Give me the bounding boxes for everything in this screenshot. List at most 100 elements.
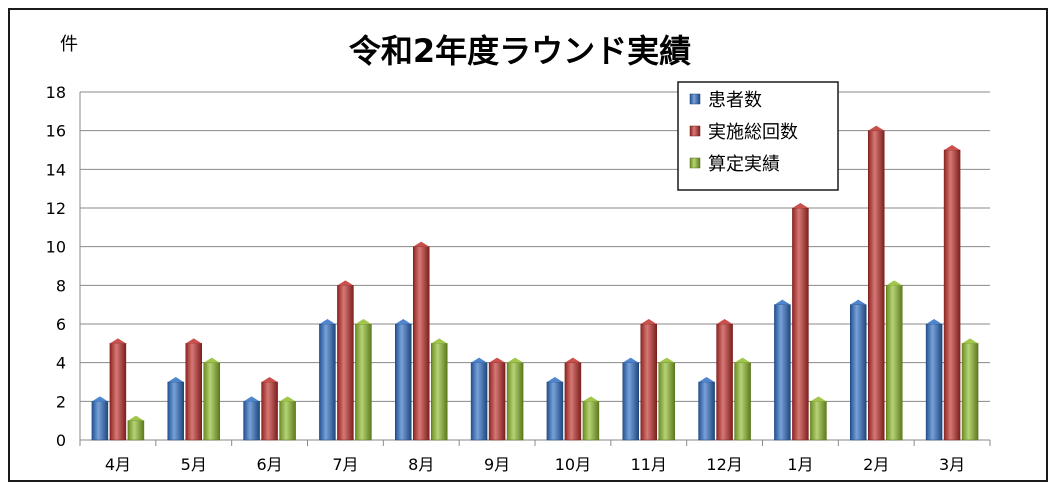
bar-実施総回数-11月 [640, 319, 657, 441]
bar-cap [868, 125, 885, 131]
bar-cap [109, 338, 126, 344]
bar-cap [507, 357, 524, 363]
bar-cap [185, 338, 202, 344]
bar [886, 285, 903, 441]
bar [337, 285, 354, 441]
bar-算定実績-3月 [961, 338, 979, 441]
legend-item: 算定実績 [689, 154, 780, 175]
bar-患者数-11月 [622, 357, 639, 441]
bar-cap [546, 377, 563, 382]
bar-算定実績-7月 [355, 319, 372, 441]
x-tick-label: 12月 [706, 455, 742, 474]
bar-cap [810, 396, 827, 402]
bar [261, 381, 278, 441]
bar-cap [962, 338, 979, 344]
bar [243, 401, 260, 441]
bar-cap [734, 357, 751, 363]
bar-算定実績-6月 [279, 396, 296, 441]
bar-cap [471, 357, 488, 363]
y-tick-label: 12 [46, 199, 66, 218]
bar-算定実績-10月 [582, 396, 600, 441]
x-tick-label: 9月 [484, 455, 510, 474]
y-tick-label: 18 [46, 83, 66, 102]
x-tick-label: 3月 [939, 455, 965, 474]
bar-算定実績-4月 [127, 415, 145, 441]
bar-cap [944, 145, 961, 150]
bar-cap [489, 357, 506, 363]
bar [622, 362, 639, 441]
bar-算定実績-8月 [431, 338, 448, 441]
bar-患者数-10月 [546, 377, 564, 441]
bar-算定実績-9月 [506, 357, 524, 441]
bar-chart: 件 令和2年度ラウンド実績 0 2 4 6 8 10 12 14 16 18 4月 5月 6月 7月 8月… [46, 32, 991, 474]
bar [925, 323, 943, 441]
bar-cap [203, 357, 220, 363]
bar-患者数-9月 [470, 357, 488, 441]
bar [582, 401, 600, 441]
y-tick-label: 14 [46, 160, 66, 179]
bar-cap [413, 241, 430, 247]
bar [868, 130, 885, 441]
bar-患者数-3月 [925, 319, 943, 441]
x-tick-label: 6月 [256, 455, 282, 474]
legend-item: 実施総回数 [689, 122, 798, 143]
bar-cap [582, 396, 599, 402]
bar-cap [658, 357, 675, 363]
bar-cap [319, 319, 336, 324]
bar-cap [564, 357, 581, 363]
legend-box [677, 81, 839, 191]
legend-swatch [689, 125, 701, 137]
chart-title: 令和2年度ラウンド実績 [349, 32, 691, 70]
bar-cap [886, 280, 903, 286]
bar [698, 381, 715, 441]
legend-swatch [689, 157, 701, 169]
bar-患者数-8月 [395, 319, 412, 441]
bar-算定実績-5月 [203, 357, 220, 441]
bar-患者数-2月 [850, 299, 867, 441]
bar-cap [431, 338, 448, 344]
bar [91, 401, 109, 441]
bar-cap [91, 396, 108, 402]
bar-cap [243, 396, 260, 402]
bar-算定実績-2月 [886, 280, 903, 441]
bar-患者数-7月 [319, 319, 336, 441]
bar [185, 343, 202, 441]
bar [961, 343, 979, 441]
legend-swatch [689, 93, 701, 105]
bar [488, 362, 506, 441]
bar-cap [926, 319, 943, 324]
x-tick-label: 8月 [408, 455, 434, 474]
bar [850, 304, 867, 441]
bar [109, 343, 127, 441]
bar-実施総回数-8月 [413, 241, 430, 441]
bar-cap [640, 319, 657, 324]
chart-frame: 件 令和2年度ラウンド実績 0 2 4 6 8 10 12 14 16 18 4月 5月 6月 7月 8月… [8, 8, 1048, 482]
y-tick-label: 10 [46, 238, 66, 257]
bar-実施総回数-2月 [868, 125, 885, 441]
bar [470, 362, 488, 441]
bar [943, 149, 961, 441]
bar-cap [395, 319, 412, 324]
bar [506, 362, 524, 441]
legend-label: 実施総回数 [708, 122, 798, 143]
bar [792, 207, 809, 441]
bar-実施総回数-10月 [564, 357, 582, 441]
bar-cap [698, 377, 715, 382]
bar-cap [792, 203, 809, 208]
bar-実施総回数-5月 [185, 338, 202, 441]
bars [91, 125, 979, 441]
bar-実施総回数-3月 [943, 145, 961, 441]
legend-label: 算定実績 [708, 154, 780, 175]
bar-実施総回数-4月 [109, 338, 127, 441]
bar-実施総回数-6月 [261, 377, 278, 441]
bar-cap [167, 377, 184, 382]
bar [640, 323, 657, 441]
bar-cap [337, 280, 354, 286]
bar-算定実績-11月 [658, 357, 675, 441]
bar-cap [355, 319, 372, 324]
x-axis-ticks: 4月 5月 6月 7月 8月 9月 10月 11月 12月 1月 2月 3月 [79, 440, 991, 474]
bar [413, 246, 430, 441]
y-tick-label: 4 [56, 354, 66, 373]
x-tick-label: 7月 [332, 455, 358, 474]
bar-実施総回数-7月 [337, 280, 354, 441]
